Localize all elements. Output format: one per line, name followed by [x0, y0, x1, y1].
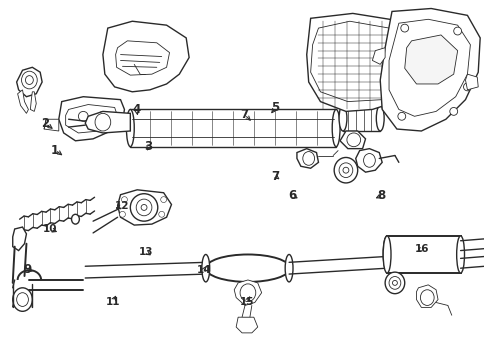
Polygon shape — [355, 149, 382, 172]
Polygon shape — [306, 13, 426, 111]
Ellipse shape — [25, 76, 33, 85]
Polygon shape — [339, 131, 365, 149]
Polygon shape — [310, 21, 416, 102]
Text: 4: 4 — [132, 103, 141, 116]
Polygon shape — [18, 90, 28, 113]
Text: 3: 3 — [144, 140, 152, 153]
Ellipse shape — [346, 133, 360, 147]
Ellipse shape — [392, 280, 397, 285]
Ellipse shape — [383, 236, 390, 273]
Ellipse shape — [121, 197, 127, 203]
Ellipse shape — [397, 112, 405, 120]
Ellipse shape — [453, 27, 461, 35]
Ellipse shape — [205, 255, 289, 282]
Text: 12: 12 — [115, 202, 129, 211]
Polygon shape — [372, 48, 385, 64]
Text: 11: 11 — [105, 297, 120, 307]
Polygon shape — [234, 280, 261, 305]
Text: 9: 9 — [24, 264, 32, 276]
Text: 7: 7 — [240, 108, 248, 121]
Ellipse shape — [388, 276, 400, 289]
Bar — [130, 109, 335, 147]
Ellipse shape — [285, 255, 292, 282]
Polygon shape — [17, 67, 42, 97]
Ellipse shape — [449, 108, 457, 115]
Polygon shape — [65, 104, 117, 133]
Text: 2: 2 — [41, 117, 50, 130]
Polygon shape — [102, 21, 189, 92]
Ellipse shape — [363, 153, 375, 167]
Ellipse shape — [95, 113, 110, 131]
Ellipse shape — [342, 167, 348, 173]
Ellipse shape — [98, 111, 107, 121]
Ellipse shape — [21, 71, 37, 89]
Ellipse shape — [202, 255, 209, 282]
Ellipse shape — [400, 24, 408, 32]
Polygon shape — [416, 285, 437, 307]
Ellipse shape — [136, 199, 152, 216]
Bar — [386, 236, 460, 273]
Ellipse shape — [383, 236, 390, 271]
Ellipse shape — [376, 105, 384, 131]
Polygon shape — [380, 9, 479, 131]
Ellipse shape — [159, 211, 164, 217]
Text: 15: 15 — [239, 297, 254, 307]
Polygon shape — [388, 19, 469, 116]
Text: 16: 16 — [414, 244, 428, 254]
Polygon shape — [85, 111, 130, 133]
Ellipse shape — [130, 194, 158, 221]
Text: 7: 7 — [271, 170, 279, 183]
Ellipse shape — [13, 288, 32, 311]
Polygon shape — [236, 317, 257, 333]
Ellipse shape — [240, 284, 255, 302]
Text: 8: 8 — [376, 189, 385, 202]
Ellipse shape — [338, 163, 352, 177]
Polygon shape — [13, 227, 26, 251]
Ellipse shape — [456, 236, 464, 273]
Polygon shape — [465, 74, 477, 90]
Ellipse shape — [463, 83, 470, 91]
Ellipse shape — [333, 157, 357, 183]
Ellipse shape — [331, 109, 339, 147]
Ellipse shape — [141, 204, 147, 210]
Ellipse shape — [338, 105, 346, 131]
Polygon shape — [296, 149, 318, 168]
Text: 10: 10 — [43, 224, 58, 234]
Ellipse shape — [126, 109, 134, 147]
Ellipse shape — [119, 211, 125, 217]
Bar — [342, 107, 380, 131]
Polygon shape — [404, 35, 457, 84]
Ellipse shape — [302, 152, 314, 165]
Ellipse shape — [78, 111, 88, 121]
Text: 1: 1 — [51, 144, 59, 157]
Polygon shape — [115, 41, 169, 75]
Ellipse shape — [17, 293, 28, 306]
Ellipse shape — [161, 197, 166, 203]
Ellipse shape — [71, 214, 79, 224]
Polygon shape — [59, 97, 124, 141]
Text: 14: 14 — [196, 265, 211, 275]
Polygon shape — [117, 190, 171, 225]
Polygon shape — [44, 119, 59, 131]
Ellipse shape — [420, 290, 433, 305]
Polygon shape — [30, 92, 36, 111]
Text: 13: 13 — [139, 247, 153, 257]
Text: 6: 6 — [288, 189, 296, 202]
Ellipse shape — [385, 272, 404, 294]
Text: 5: 5 — [271, 101, 279, 114]
